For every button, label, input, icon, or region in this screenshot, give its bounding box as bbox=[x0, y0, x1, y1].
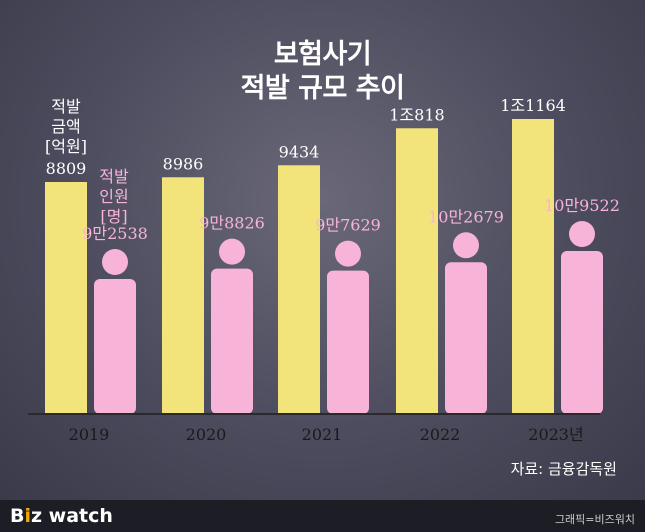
category-label-3: 2022 bbox=[420, 425, 461, 444]
chart-title-line-1: 보험사기 bbox=[273, 39, 372, 70]
people-bar-0 bbox=[94, 279, 136, 414]
source-note: 자료: 금융감독원 bbox=[510, 460, 617, 478]
bizwatch-logo: Biz watch bbox=[10, 505, 113, 527]
legend-amount-line-0: 적발 bbox=[51, 97, 81, 116]
people-bar-4 bbox=[561, 251, 603, 414]
amount-label-4: 1조1164 bbox=[500, 96, 566, 115]
amount-bar-2 bbox=[278, 165, 320, 414]
category-label-0: 2019 bbox=[69, 425, 110, 444]
people-label-2: 9만7629 bbox=[315, 216, 381, 235]
people-label-4: 10만9522 bbox=[544, 196, 620, 215]
amount-label-1: 8986 bbox=[163, 154, 204, 173]
category-label-4: 2023년 bbox=[528, 425, 583, 444]
amount-bar-3 bbox=[396, 128, 438, 415]
legend-people-line-0: 적발 bbox=[99, 167, 129, 186]
legend-people-line-1: 인원 bbox=[99, 187, 128, 206]
people-label-3: 10만2679 bbox=[428, 207, 504, 226]
chart-title-line-2: 적발 규모 추이 bbox=[240, 73, 405, 104]
footer-bar bbox=[0, 500, 645, 532]
category-label-2: 2021 bbox=[302, 425, 343, 444]
people-label-1: 9만8826 bbox=[199, 214, 265, 233]
person-head-2 bbox=[335, 240, 361, 267]
people-bar-2 bbox=[327, 270, 369, 414]
amount-bar-0 bbox=[45, 182, 87, 414]
amount-bar-1 bbox=[162, 177, 204, 414]
person-head-3 bbox=[453, 232, 479, 259]
people-label-0: 9만2538 bbox=[82, 224, 148, 243]
graphic-credit: 그래픽=비즈워치 bbox=[554, 513, 635, 526]
amount-label-3: 1조818 bbox=[389, 105, 444, 124]
category-label-1: 2020 bbox=[186, 425, 227, 444]
amount-label-0: 8809 bbox=[46, 159, 87, 178]
people-bar-1 bbox=[211, 268, 253, 414]
amount-label-2: 9434 bbox=[279, 142, 320, 161]
legend-amount-line-1: 금액 bbox=[51, 117, 80, 136]
legend-people-line-2: [명] bbox=[100, 207, 127, 226]
person-head-0 bbox=[102, 249, 128, 275]
amount-bar-4 bbox=[512, 119, 554, 414]
people-bar-3 bbox=[445, 262, 487, 414]
person-head-4 bbox=[569, 221, 595, 247]
legend-amount-line-2: [억원] bbox=[45, 137, 87, 156]
person-head-1 bbox=[219, 238, 245, 265]
